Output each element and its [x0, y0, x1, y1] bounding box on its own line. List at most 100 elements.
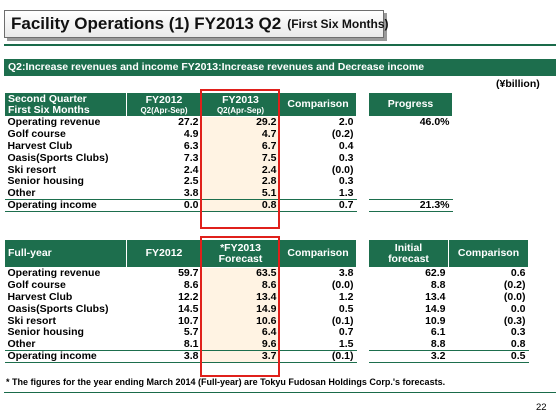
fy-row-label: Golf course: [7, 279, 66, 291]
q2-progress-value: [369, 128, 453, 140]
q2-row-label: Oasis(Sports Clubs): [7, 152, 109, 164]
q2-row-label: Golf course: [7, 128, 66, 140]
q2-progress-table: Progress 46.0% 21.3%: [368, 92, 453, 213]
q2-table-row: Senior housing 2.5 2.8 0.3: [5, 175, 357, 188]
initial-forecast-row: 62.9 0.6: [368, 267, 529, 280]
initial-comparison-value: (0.0): [503, 291, 526, 303]
q2-fy2013-value: 29.2: [201, 116, 280, 129]
fy-table-row: Other 8.1 9.6 1.5: [5, 338, 357, 351]
fy-row-label: Oasis(Sports Clubs): [7, 303, 109, 315]
q2-comparison-value: 0.3: [338, 152, 354, 164]
fy-fy2013-forecast-value: 63.5: [201, 267, 280, 280]
q2-comparison-value: (0.0): [331, 164, 354, 176]
fy-row-label: Senior housing: [7, 326, 84, 339]
fy-header-comparison-initial: Comparison: [448, 239, 529, 268]
initial-forecast-row: 8.8 (0.2): [369, 279, 529, 291]
fy-fy2012-value: 5.7: [183, 326, 199, 339]
summary-banner: Q2:Increase revenues and income FY2013:I…: [4, 59, 556, 76]
q2-header-row-label: Second Quarter First Six Months: [4, 92, 127, 117]
q2-progress-value: [369, 164, 453, 176]
q2-comparison-value: 2.0: [279, 116, 357, 129]
fy-fy2013-forecast-value: 3.7: [201, 350, 280, 364]
q2-progress-row: [369, 188, 453, 200]
initial-comparison-value: (0.2): [503, 279, 526, 291]
q2-fy2013-value: 5.1: [201, 187, 280, 200]
fy-fy2012-value: 59.7: [126, 267, 202, 280]
q2-progress-row: [369, 140, 453, 152]
fy-table-row: Golf course 8.6 8.6 (0.0): [5, 279, 357, 292]
fy-fy2013-forecast-value: 9.6: [201, 338, 280, 351]
fy-comparison-value: (0.0): [331, 279, 354, 291]
fy-fy2013-forecast-value: 6.4: [201, 326, 280, 339]
q2-fy2012-value: 2.4: [183, 164, 199, 176]
q2-table-row: Operating revenue 27.2 29.2 2.0: [4, 116, 357, 129]
initial-forecast-value: 3.2: [368, 350, 449, 364]
initial-comparison-value: 0.5: [448, 350, 529, 364]
initial-forecast-value: 10.9: [425, 315, 446, 327]
q2-fy2012-value: 27.2: [126, 116, 202, 129]
q2-row-label: Harvest Club: [7, 140, 73, 152]
q2-fy2012-value: 3.8: [183, 187, 199, 200]
q2-progress-row: [369, 164, 453, 176]
fy-fy2013-forecast-value: 10.6: [201, 315, 280, 327]
slide-title-box: Facility Operations (1) FY2013 Q2 (First…: [4, 10, 389, 38]
fy-table-row: Senior housing 5.7 6.4 0.7: [5, 326, 357, 339]
fy-comparison-value: 0.5: [338, 303, 354, 315]
q2-table-row: Operating income 0.0 0.8 0.7: [4, 199, 357, 213]
fy-row-label: Operating income: [4, 350, 127, 364]
initial-comparison-value: 0.6: [448, 267, 529, 280]
q2-fy2013-value: 6.7: [201, 140, 280, 153]
initial-forecast-row: 8.8 0.8: [369, 339, 529, 351]
q2-fy2013-value: 2.4: [201, 164, 280, 176]
fy-fy2012-value: 14.5: [178, 303, 199, 315]
initial-forecast-row: 3.2 0.5: [368, 350, 529, 364]
q2-progress-row: [369, 152, 453, 164]
q2-comparison-value: 0.7: [279, 199, 357, 213]
footer-divider: [4, 392, 556, 393]
q2-progress-value: [369, 152, 453, 164]
q2-progress-value: 21.3%: [368, 199, 453, 213]
q2-fy2012-value: 0.0: [126, 199, 202, 213]
q2-table-row: Other 3.8 5.1 1.3: [5, 187, 357, 200]
fy-comparison-value: (0.1): [331, 315, 354, 327]
initial-forecast-value: 8.8: [430, 338, 446, 351]
fy-comparison-value: (0.1): [279, 350, 357, 364]
fy-fy2012-value: 12.2: [178, 291, 199, 303]
q2-progress-value: [369, 176, 453, 188]
q2-fy2012-value: 2.5: [183, 175, 199, 188]
q2-row-label: Ski resort: [7, 164, 56, 176]
footnote: * The figures for the year ending March …: [6, 377, 446, 387]
initial-comparison-value: 0.8: [510, 338, 526, 351]
fy-header-fy2012: FY2012: [126, 239, 202, 268]
fy-fy2012-value: 10.7: [178, 315, 199, 327]
slide-title-sub: (First Six Months): [287, 17, 389, 31]
fy-header-fy2013-forecast: *FY2013 Forecast: [201, 239, 280, 268]
q2-header-progress: Progress: [368, 92, 453, 117]
q2-fy2012-value: 7.3: [183, 152, 199, 164]
fy-header-row-label: Full-year: [4, 239, 127, 268]
initial-comparison-value: 0.0: [510, 303, 526, 315]
q2-table-row: Ski resort 2.4 2.4 (0.0): [5, 164, 357, 176]
q2-header-fy2013: FY2013 Q2(Apr-Sep): [201, 92, 280, 117]
unit-label: (¥billion): [496, 78, 540, 90]
fy-fy2012-value: 8.6: [183, 279, 199, 291]
q2-progress-value: [369, 140, 453, 152]
q2-table-row: Oasis(Sports Clubs) 7.3 7.5 0.3: [5, 152, 357, 165]
q2-row-label: Senior housing: [7, 175, 84, 188]
initial-forecast-row: 14.9 0.0: [369, 303, 529, 315]
q2-table-row: Harvest Club 6.3 6.7 0.4: [5, 140, 357, 153]
fy-row-label: Other: [7, 338, 36, 351]
initial-forecast-row: 6.1 0.3: [369, 327, 529, 339]
q2-fy2013-value: 2.8: [201, 175, 280, 188]
q2-header-comparison: Comparison: [279, 92, 357, 117]
q2-fy2013-value: 7.5: [201, 152, 280, 165]
fy-table-row: Operating income 3.8 3.7 (0.1): [4, 350, 357, 364]
q2-progress-row: 21.3%: [368, 199, 453, 213]
initial-forecast-table: Initial forecast Comparison 62.9 0.6 8.8 (0…: [368, 239, 529, 364]
fy-comparison-value: 1.2: [338, 291, 354, 303]
fy-comparison-value: 3.8: [279, 267, 357, 280]
fy-fy2013-forecast-value: 13.4: [201, 291, 280, 304]
q2-results-table: Second Quarter First Six Months FY2012 Q…: [4, 92, 357, 213]
q2-progress-row: 46.0%: [368, 116, 453, 129]
q2-fy2013-value: 4.7: [201, 128, 280, 141]
